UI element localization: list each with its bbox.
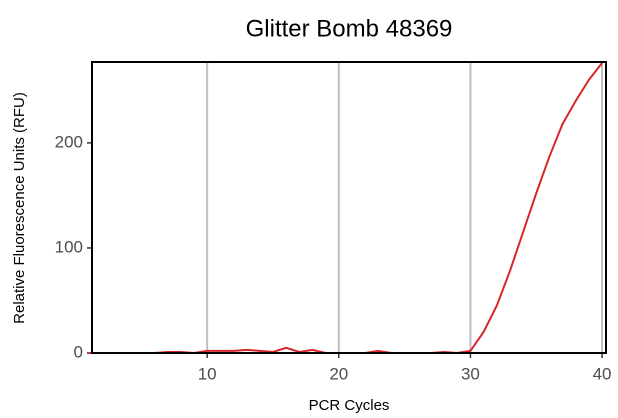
- x-tick-label: 20: [329, 364, 348, 383]
- y-axis-label: Relative Fluorescence Units (RFU): [11, 92, 28, 324]
- x-axis-label: PCR Cycles: [309, 397, 390, 414]
- chart-title: Glitter Bomb 48369: [246, 15, 453, 42]
- x-tick-label: 10: [198, 364, 217, 383]
- y-tick-label: 100: [55, 237, 83, 256]
- x-tick-label: 40: [593, 364, 612, 383]
- plot-frame: [91, 61, 607, 354]
- data-line: [88, 62, 603, 355]
- x-tick-label: 30: [461, 364, 480, 383]
- y-tick-label: 200: [55, 132, 83, 151]
- y-tick-label: 0: [74, 342, 83, 361]
